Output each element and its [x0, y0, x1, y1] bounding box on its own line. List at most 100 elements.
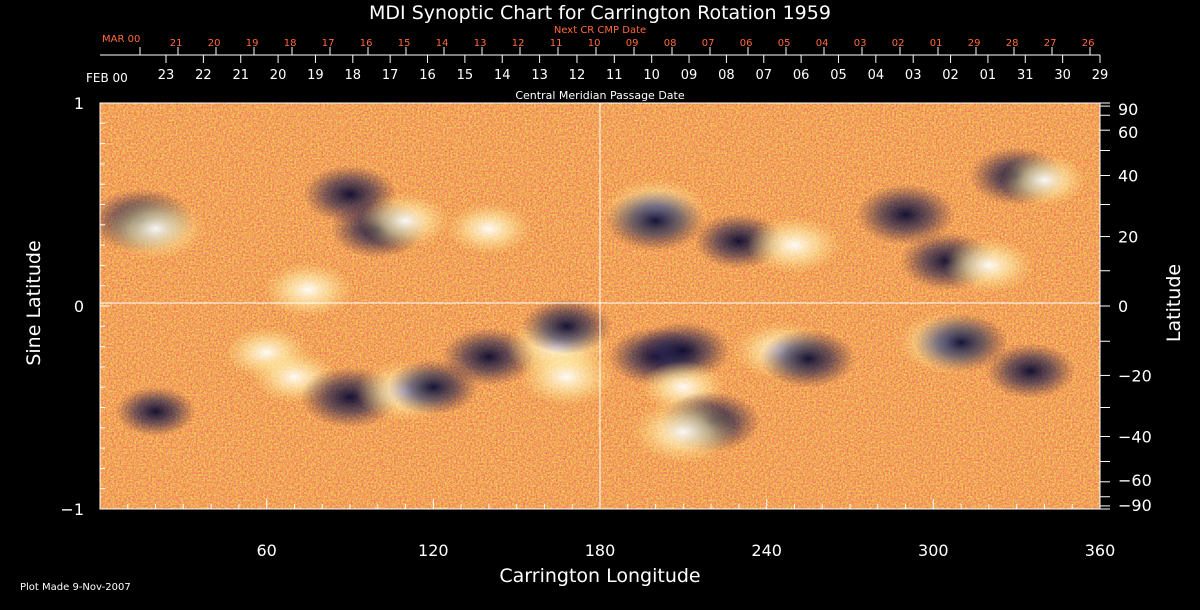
right-tick-label: −90: [1118, 496, 1152, 515]
region-positive-29: [631, 399, 736, 464]
next-cmp-date-label: 29: [968, 38, 981, 49]
next-cmp-date-label: 20: [208, 38, 221, 49]
x-tick-label: 60: [256, 541, 276, 560]
next-cmp-date-label: 11: [550, 38, 563, 49]
cmp-date-label: 22: [195, 68, 212, 83]
active-regions: [100, 146, 1088, 464]
cmp-date-label: 12: [569, 68, 586, 83]
next-cmp-date-label: 10: [588, 38, 601, 49]
x-axis-title: Carrington Longitude: [499, 565, 700, 587]
y-tick-label: 1: [74, 94, 84, 113]
x-tick-label: 240: [751, 541, 782, 560]
right-tick-label: 20: [1118, 228, 1138, 247]
region-positive-4: [360, 193, 451, 249]
right-tick-label: 60: [1118, 123, 1138, 142]
next-cmp-date-label: 18: [284, 38, 297, 49]
chart-title: MDI Synoptic Chart for Carrington Rotati…: [369, 2, 831, 24]
right-tick-label: 40: [1118, 167, 1138, 186]
cmp-date-label: 06: [793, 68, 810, 83]
right-tick-label: 90: [1118, 100, 1138, 119]
y-tick-label: −1: [60, 500, 84, 519]
region-negative-24: [521, 298, 612, 354]
cmp-date-label: 31: [1017, 68, 1034, 83]
next-cr-cmp-label: Next CR CMP Date: [554, 25, 646, 36]
next-cmp-date-label: 14: [436, 38, 449, 49]
region-positive-13: [943, 237, 1034, 294]
next-cmp-date-label: 27: [1044, 38, 1057, 49]
right-tick-label: −60: [1118, 471, 1152, 490]
region-negative-26: [636, 321, 731, 380]
right-tick-label: −40: [1118, 427, 1152, 446]
x-tick-label: 360: [1085, 541, 1116, 560]
region-positive-1: [105, 198, 206, 260]
cmp-axis-label: Central Meridian Passage Date: [515, 89, 684, 102]
cmp-date-label: 01: [980, 68, 997, 83]
next-cmp-date-label: 17: [322, 38, 335, 49]
y-tick-label: 0: [74, 297, 84, 316]
next-cmp-date-label: 04: [816, 38, 829, 49]
next-cmp-date-label: 15: [398, 38, 411, 49]
right-tick-label: −20: [1118, 366, 1152, 385]
cmp-date-label: 14: [494, 68, 511, 83]
next-cmp-date-label: 06: [740, 38, 753, 49]
cmp-date-label: 23: [158, 68, 175, 83]
next-cmp-date-label: 07: [702, 38, 715, 49]
magnetogram-map: [100, 103, 1100, 509]
next-cmp-date-label: 21: [170, 38, 183, 49]
region-negative-35: [115, 386, 196, 437]
cmp-date-label: 04: [868, 68, 885, 83]
next-axis: 21 20 19 18 17 16 15 14 13 12 11 10 09 08 07 06 05 04 03 02…: [100, 38, 1095, 56]
next-cmp-date-label: 26: [1082, 38, 1095, 49]
next-cmp-date-label: 09: [626, 38, 639, 49]
next-cmp-date-label: 28: [1006, 38, 1019, 49]
cmp-date-label: 07: [755, 68, 772, 83]
cmp-date-label: 11: [606, 68, 623, 83]
next-axis-start-label: MAR 00: [102, 34, 140, 45]
region-negative-34: [985, 343, 1076, 399]
region-negative-11: [855, 184, 956, 246]
region-positive-6: [446, 202, 532, 256]
next-cmp-date-label: 05: [778, 38, 791, 49]
cmp-date-label: 19: [307, 68, 324, 83]
cmp-date-label: 03: [905, 68, 922, 83]
region-positive-15: [1001, 153, 1088, 207]
next-cmp-date-label: 08: [664, 38, 677, 49]
cmp-date-label: 20: [270, 68, 287, 83]
x-tick-label: 120: [418, 541, 449, 560]
next-cmp-date-label: 16: [360, 38, 373, 49]
plot-made-note: Plot Made 9-Nov-2007: [20, 582, 131, 593]
region-positive-23: [519, 347, 614, 407]
x-tick-label: 180: [585, 541, 616, 560]
x-tick-label: 300: [918, 541, 949, 560]
right-axis: 90 60 40 20 0 −20 −40 −60 −90: [1100, 100, 1152, 515]
cmp-date-label: 05: [830, 68, 847, 83]
next-cmp-date-label: 03: [854, 38, 867, 49]
left-axis: 1 0 −1: [60, 94, 110, 519]
next-cmp-date-label: 02: [892, 38, 905, 49]
cmp-date-label: 17: [382, 68, 399, 83]
region-negative-8: [605, 190, 706, 252]
cmp-date-label: 29: [1092, 68, 1109, 83]
bottom-axis: 60 120 180 240 300 360: [99, 499, 1116, 560]
cmp-date-label: 08: [718, 68, 735, 83]
cmp-date-label: 16: [419, 68, 436, 83]
y-axis-title-left: Sine Latitude: [23, 240, 45, 365]
next-cmp-date-label: 01: [930, 38, 943, 49]
right-tick-label: 0: [1118, 297, 1128, 316]
cmp-date-label: 10: [643, 68, 660, 83]
cmp-date-label: 30: [1054, 68, 1071, 83]
next-cmp-date-label: 19: [246, 38, 259, 49]
cmp-date-label: 15: [457, 68, 474, 83]
next-cmp-date-label: 12: [512, 38, 525, 49]
region-negative-33: [913, 313, 1009, 372]
cmp-date-axis: 23 22 21 20 19 18 17 16 15 14 13 12 11 10 09 08 07 06 05 04…: [150, 54, 1109, 83]
region-positive-5: [263, 262, 354, 318]
region-positive-10: [747, 215, 842, 275]
next-cmp-date-label: 13: [474, 38, 487, 49]
cmp-date-label: 02: [942, 68, 959, 83]
cmp-date-label: 09: [681, 68, 698, 83]
cmp-date-label: 21: [232, 68, 249, 83]
y-axis-title-right: Latitude: [1163, 264, 1185, 342]
cmp-start-label: FEB 00: [86, 71, 128, 85]
